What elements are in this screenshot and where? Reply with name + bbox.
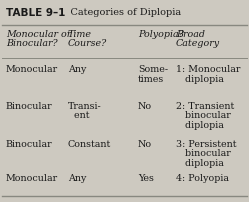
Text: Category: Category xyxy=(176,40,220,48)
Text: Any: Any xyxy=(68,65,86,74)
Text: binocular: binocular xyxy=(176,112,231,121)
Text: Monocular or: Monocular or xyxy=(6,30,71,39)
Text: binocular: binocular xyxy=(176,149,231,159)
Text: No: No xyxy=(138,140,152,149)
Text: Categories of Diplopia: Categories of Diplopia xyxy=(58,8,181,17)
Text: Polyopia?: Polyopia? xyxy=(138,30,184,39)
Text: diplopia: diplopia xyxy=(176,75,224,83)
Text: Some-: Some- xyxy=(138,65,168,74)
Text: Yes: Yes xyxy=(138,174,154,183)
Text: 3: Persistent: 3: Persistent xyxy=(176,140,237,149)
Text: Transi-: Transi- xyxy=(68,102,102,111)
Text: Binocular: Binocular xyxy=(6,140,53,149)
Text: Binocular: Binocular xyxy=(6,102,53,111)
Text: Binocular?: Binocular? xyxy=(6,40,58,48)
Text: diplopia: diplopia xyxy=(176,159,224,168)
Text: 1: Monocular: 1: Monocular xyxy=(176,65,240,74)
Text: Time: Time xyxy=(68,30,92,39)
Text: 4: Polyopia: 4: Polyopia xyxy=(176,174,229,183)
Text: 2: Transient: 2: Transient xyxy=(176,102,234,111)
Text: Course?: Course? xyxy=(68,40,107,48)
Text: diplopia: diplopia xyxy=(176,121,224,130)
Text: Monocular: Monocular xyxy=(6,174,58,183)
Text: Monocular: Monocular xyxy=(6,65,58,74)
Text: Broad: Broad xyxy=(176,30,205,39)
Text: No: No xyxy=(138,102,152,111)
Text: TABLE 9–1: TABLE 9–1 xyxy=(6,8,65,18)
Text: times: times xyxy=(138,75,164,83)
Text: ent: ent xyxy=(68,112,89,121)
Text: Any: Any xyxy=(68,174,86,183)
Text: Constant: Constant xyxy=(68,140,111,149)
